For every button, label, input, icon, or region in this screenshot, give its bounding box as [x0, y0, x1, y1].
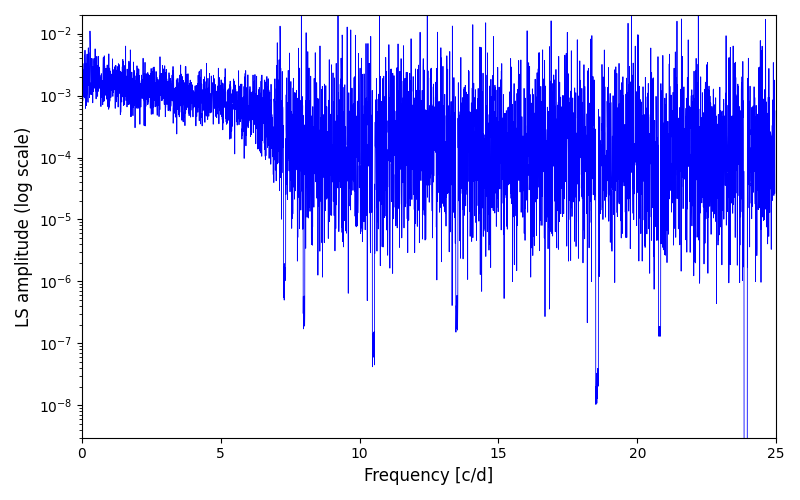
Y-axis label: LS amplitude (log scale): LS amplitude (log scale)	[15, 126, 33, 326]
X-axis label: Frequency [c/d]: Frequency [c/d]	[364, 467, 494, 485]
